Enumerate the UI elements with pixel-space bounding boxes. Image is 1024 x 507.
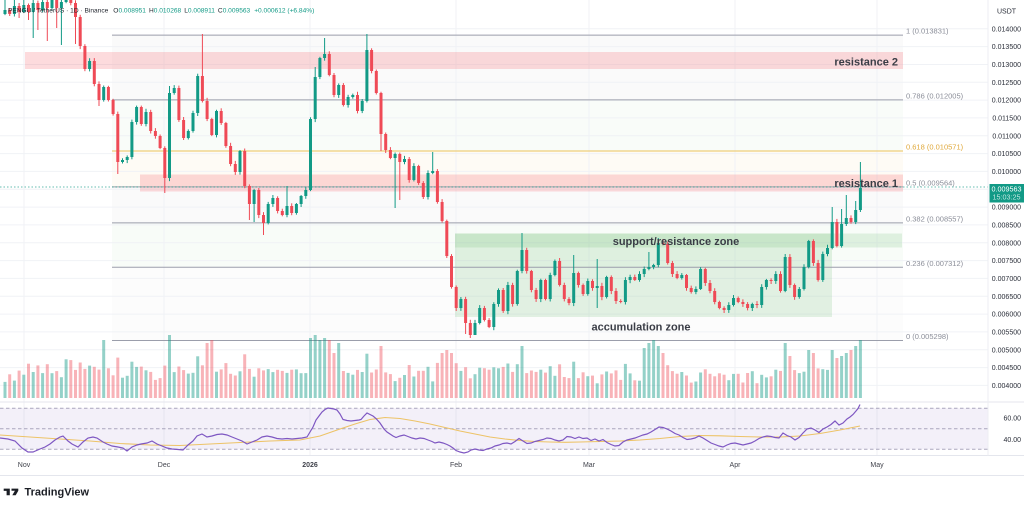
svg-text:0.014000: 0.014000 [992, 26, 1021, 33]
svg-text:May: May [870, 462, 884, 469]
svg-text:0.5 (0.009564): 0.5 (0.009564) [906, 178, 955, 187]
svg-text:0.010500: 0.010500 [992, 151, 1021, 158]
svg-text:0.008500: 0.008500 [992, 223, 1021, 230]
svg-text:0.618 (0.010571): 0.618 (0.010571) [906, 143, 964, 152]
svg-text:15:03:25: 15:03:25 [993, 193, 1021, 202]
svg-text:0.005500: 0.005500 [992, 330, 1021, 337]
svg-text:Dec: Dec [158, 462, 171, 469]
svg-text:40.00: 40.00 [1003, 437, 1021, 444]
svg-text:Mar: Mar [583, 462, 596, 469]
svg-text:0.013500: 0.013500 [992, 44, 1021, 51]
svg-text:60.00: 60.00 [1003, 415, 1021, 422]
svg-text:accumulation zone: accumulation zone [591, 322, 690, 334]
svg-text:resistance 2: resistance 2 [834, 57, 898, 69]
svg-text:0.004500: 0.004500 [992, 365, 1021, 372]
svg-text:USDT: USDT [997, 9, 1017, 16]
svg-text:0.011500: 0.011500 [992, 116, 1021, 123]
svg-text:0.007000: 0.007000 [992, 276, 1021, 283]
svg-text:0.012000: 0.012000 [992, 98, 1021, 105]
svg-text:0.006500: 0.006500 [992, 294, 1021, 301]
svg-text:0.006000: 0.006000 [992, 312, 1021, 319]
svg-text:TradingView: TradingView [25, 486, 90, 498]
svg-text:0.012500: 0.012500 [992, 80, 1021, 87]
svg-text:0.004000: 0.004000 [992, 383, 1021, 390]
svg-text:0 (0.005298): 0 (0.005298) [906, 332, 949, 341]
svg-text:support/resistance zone: support/resistance zone [613, 236, 740, 248]
svg-text:1 (0.013831): 1 (0.013831) [906, 27, 949, 36]
svg-text:0.010000: 0.010000 [992, 169, 1021, 176]
svg-text:0.005000: 0.005000 [992, 347, 1021, 354]
svg-text:Nov: Nov [18, 462, 31, 469]
svg-text:Feb: Feb [450, 462, 462, 469]
svg-text:0.008000: 0.008000 [992, 240, 1021, 247]
svg-text:0.382 (0.008557): 0.382 (0.008557) [906, 214, 964, 223]
svg-text:0.786 (0.012005): 0.786 (0.012005) [906, 91, 964, 100]
svg-text:0.009563: 0.009563 [992, 185, 1022, 194]
svg-text:resistance 1: resistance 1 [834, 178, 898, 190]
svg-text:Apr: Apr [730, 462, 742, 469]
svg-text:0.011000: 0.011000 [992, 133, 1021, 140]
svg-text:0.007500: 0.007500 [992, 258, 1021, 265]
svg-text:0.236 (0.007312): 0.236 (0.007312) [906, 259, 964, 268]
svg-text:0.009000: 0.009000 [992, 205, 1021, 212]
svg-text:PENGU / TetherUS · 1D · Binanc: PENGU / TetherUS · 1D · Binance O0.008951… [8, 8, 314, 15]
svg-text:2026: 2026 [302, 462, 318, 469]
svg-text:0.013000: 0.013000 [992, 62, 1021, 69]
